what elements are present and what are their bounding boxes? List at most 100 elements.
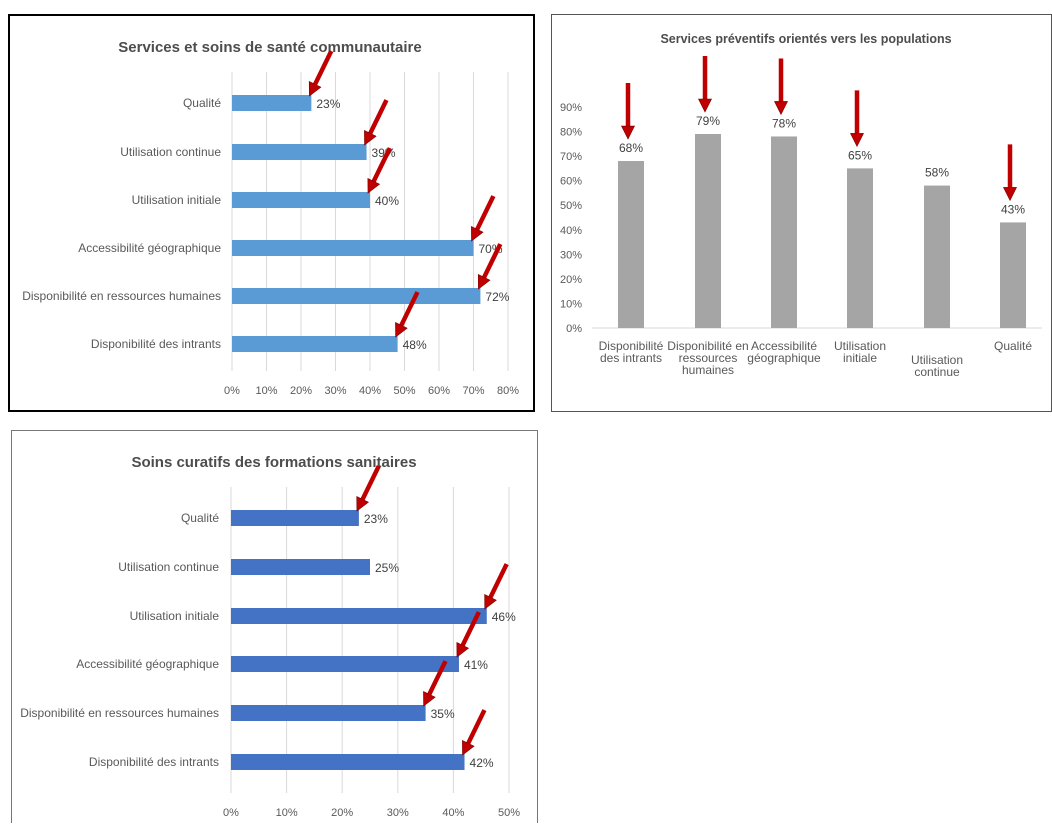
chart-title: Services préventifs orientés vers les po… [660, 32, 951, 46]
category-label: Utilisation continue [120, 145, 221, 159]
data-label: 65% [848, 148, 872, 162]
red-arrow-pointer [395, 291, 420, 338]
red-arrow-pointer-head [395, 321, 408, 338]
data-label: 79% [696, 114, 720, 128]
data-label: 72% [485, 290, 509, 304]
category-label: Disponibilité en [667, 339, 748, 353]
data-label: 68% [619, 141, 643, 155]
data-label: 35% [431, 707, 455, 721]
red-arrow-pointer [423, 660, 448, 707]
red-arrow-pointer-shaft [488, 563, 509, 599]
category-label: Qualité [183, 96, 221, 110]
red-arrow-pointer-shaft [475, 195, 496, 231]
bar-chart-curative-care: Soins curatifs des formations sanitaires… [20, 454, 520, 819]
red-arrow-pointer [462, 709, 487, 756]
red-arrow-pointer [698, 56, 712, 113]
bar [232, 240, 474, 256]
red-arrow-pointer-head [621, 125, 635, 140]
category-label: Utilisation [834, 339, 886, 353]
red-arrow-pointer-shaft [466, 709, 487, 745]
y-tick-label: 10% [560, 298, 582, 310]
y-tick-label: 0% [566, 323, 582, 335]
data-label: 46% [492, 610, 516, 624]
bar [232, 192, 370, 208]
bar [1000, 222, 1026, 328]
bar [232, 288, 481, 304]
category-label: géographique [747, 351, 821, 365]
data-label: 78% [772, 116, 796, 130]
category-label: Disponibilité [599, 339, 664, 353]
category-label: humaines [682, 363, 734, 377]
bar [924, 185, 950, 328]
red-arrow-pointer-shaft [313, 50, 334, 86]
x-tick-label: 10% [276, 807, 298, 819]
red-arrow-pointer-head [850, 133, 864, 148]
category-label: Disponibilité en ressources humaines [22, 289, 221, 303]
category-label: Disponibilité des intrants [91, 337, 221, 351]
category-label: Disponibilité en ressources humaines [20, 706, 219, 720]
x-tick-label: 50% [393, 385, 415, 397]
data-label: 58% [925, 166, 949, 180]
bar [771, 136, 797, 328]
red-arrow-pointer-head [367, 177, 381, 194]
category-label: Accessibilité géographique [78, 241, 221, 255]
category-label: Accessibilité géographique [76, 657, 219, 671]
x-tick-label: 10% [255, 385, 277, 397]
x-tick-label: 0% [223, 807, 239, 819]
red-arrow-pointer-shaft [460, 611, 481, 647]
x-tick-label: 20% [331, 807, 353, 819]
x-tick-label: 70% [462, 385, 484, 397]
red-arrow-pointer-shaft [368, 99, 389, 135]
red-arrow-pointer-shaft [371, 147, 392, 183]
red-arrow-pointer [477, 243, 503, 290]
chart-panel-community-care: Services et soins de santé communautaire… [8, 14, 535, 412]
y-tick-label: 60% [560, 176, 582, 188]
red-arrow-pointer-shaft [399, 291, 420, 327]
category-label: Utilisation initiale [130, 609, 220, 623]
red-arrow-pointer-head [462, 739, 475, 756]
bar [695, 134, 721, 328]
category-label: ressources [679, 351, 738, 365]
bar [847, 168, 873, 328]
red-arrow-pointer [850, 90, 864, 148]
y-tick-label: 30% [560, 249, 582, 261]
red-arrow-pointer [364, 99, 389, 146]
red-arrow-pointer-head [477, 273, 491, 290]
bar-chart-preventive-services: Services préventifs orientés vers les po… [560, 32, 1042, 379]
red-arrow-pointer [774, 58, 788, 116]
category-label: continue [914, 365, 960, 379]
red-arrow-pointer [1003, 144, 1017, 202]
category-label: Utilisation initiale [132, 193, 222, 207]
bar [231, 656, 459, 672]
x-tick-label: 0% [224, 385, 240, 397]
category-label: Qualité [181, 511, 219, 525]
category-label: des intrants [600, 351, 662, 365]
chart-title: Services et soins de santé communautaire [118, 39, 421, 56]
data-label: 23% [316, 97, 340, 111]
red-arrow-pointer-head [698, 98, 712, 113]
data-label: 41% [464, 658, 488, 672]
x-tick-label: 40% [359, 385, 381, 397]
data-label: 23% [364, 512, 388, 526]
y-tick-label: 70% [560, 151, 582, 163]
red-arrow-pointer [308, 50, 334, 97]
red-arrow-pointer-shaft [482, 243, 503, 279]
data-label: 42% [470, 756, 494, 770]
y-tick-label: 50% [560, 200, 582, 212]
red-arrow-pointer-head [456, 641, 470, 658]
red-arrow-pointer [621, 83, 635, 140]
red-arrow-pointer [456, 611, 481, 658]
bar [618, 161, 644, 328]
data-label: 48% [403, 338, 427, 352]
y-tick-label: 80% [560, 127, 582, 139]
category-label: Disponibilité des intrants [89, 755, 219, 769]
data-label: 40% [375, 194, 399, 208]
bar [231, 754, 465, 770]
bar [231, 608, 487, 624]
red-arrow-pointer [356, 465, 381, 512]
red-arrow-pointer [471, 195, 496, 242]
x-tick-label: 60% [428, 385, 450, 397]
chart-title: Soins curatifs des formations sanitaires [131, 454, 416, 471]
red-arrow-pointer-head [1003, 187, 1017, 202]
red-arrow-pointer [367, 147, 392, 194]
